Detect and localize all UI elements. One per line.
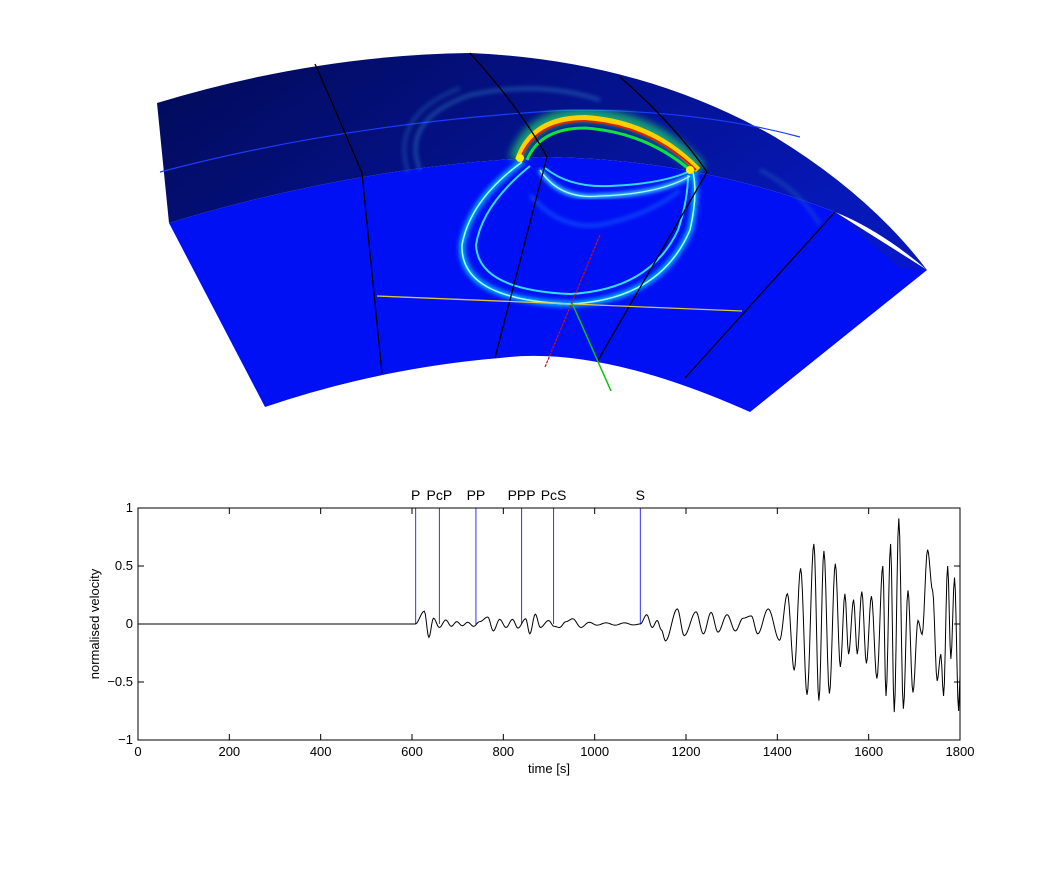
cross-section-top-face	[157, 53, 927, 270]
x-tick-label: 1200	[672, 744, 701, 759]
axis-line-z	[571, 302, 612, 392]
layer-boundary-line	[159, 109, 801, 173]
faint-wavefronts	[402, 86, 822, 226]
phase-label-PcS: PcS	[541, 487, 567, 503]
phase-label-S: S	[636, 487, 645, 503]
wavefield-3d-render	[157, 52, 927, 412]
x-tick-label: 600	[401, 744, 423, 759]
wavefront-hot-arc	[509, 107, 706, 175]
y-tick-label: −1	[118, 732, 133, 747]
y-axis-label: normalised velocity	[87, 568, 102, 679]
x-axis-label: time [s]	[528, 761, 570, 776]
y-tick-label: 1	[126, 500, 133, 515]
x-tick-label: 1000	[580, 744, 609, 759]
x-tick-label: 1800	[946, 744, 975, 759]
ticks: 0 200 400 600 800 1000 1200 1400 1600 1800 −1 −0.5 0…	[107, 500, 974, 759]
y-tick-label: 0.5	[115, 558, 133, 573]
x-tick-label: 1600	[854, 744, 883, 759]
wavefronts-cyan	[458, 159, 698, 308]
y-tick-label: −0.5	[107, 674, 133, 689]
x-tick-label: 400	[310, 744, 332, 759]
phase-label-PP: PP	[467, 487, 486, 503]
grid-meridians	[314, 52, 836, 379]
cross-section-side-face	[835, 212, 927, 270]
y-tick-label: 0	[126, 616, 133, 631]
phase-label-P: P	[411, 487, 420, 503]
phase-label-PPP: PPP	[508, 487, 536, 503]
x-tick-label: 800	[492, 744, 514, 759]
cross-section-front-face	[169, 157, 927, 412]
trace-layer	[138, 518, 961, 713]
phase-markers: P PcP PP PPP PcS S	[411, 487, 645, 624]
x-tick-label: 200	[218, 744, 240, 759]
x-tick-label: 1400	[763, 744, 792, 759]
phase-label-PcP: PcP	[427, 487, 453, 503]
axis-line-x	[376, 295, 743, 312]
x-tick-label: 0	[134, 744, 141, 759]
seismogram-trace	[138, 518, 961, 713]
